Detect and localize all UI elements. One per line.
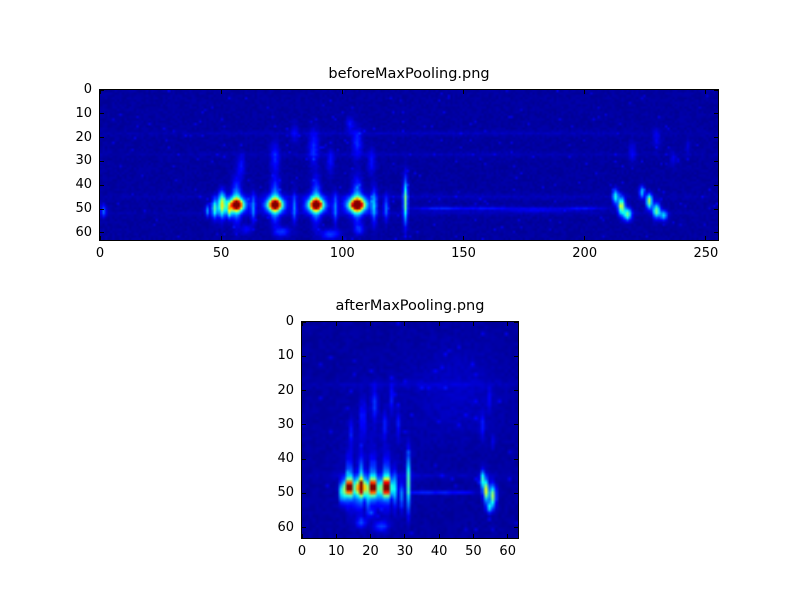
x-tick-label: 250 — [693, 246, 719, 261]
axis-tick-mark — [472, 534, 474, 538]
axis-tick-mark — [100, 160, 104, 162]
axis-tick-mark — [714, 184, 718, 186]
y-tick-label: 10 — [277, 348, 294, 364]
axis-tick-mark — [714, 160, 718, 162]
axis-tick-mark — [335, 534, 337, 538]
axis-tick-mark — [220, 236, 222, 240]
y-tick-label: 60 — [75, 224, 92, 240]
axis-tick-mark — [404, 322, 406, 326]
x-tick-label: 100 — [329, 246, 355, 261]
y-tick-label: 20 — [75, 129, 92, 145]
axis-tick-mark — [472, 322, 474, 326]
axis-tick-mark — [341, 236, 343, 240]
x-tick-label: 20 — [362, 544, 379, 559]
axis-tick-mark — [705, 236, 707, 240]
axis-tick-mark — [714, 137, 718, 139]
axis-tick-mark — [100, 113, 104, 115]
axis-tick-mark — [714, 89, 718, 91]
axis-tick-mark — [584, 90, 586, 94]
x-tick-label: 150 — [451, 246, 476, 261]
y-tick-label: 10 — [75, 105, 92, 121]
axis-tick-mark — [714, 113, 718, 115]
y-tick-label: 20 — [277, 382, 294, 398]
x-tick-label: 0 — [95, 246, 105, 261]
y-tick-label: 0 — [285, 314, 294, 329]
axis-tick-mark — [514, 527, 518, 529]
y-tick-label: 30 — [75, 153, 92, 169]
y-tick-label: 50 — [75, 201, 92, 217]
axis-tick-mark — [335, 322, 337, 326]
y-tick-label: 60 — [277, 519, 294, 535]
axis-tick-mark — [438, 534, 440, 538]
axis-tick-mark — [302, 527, 306, 529]
axis-tick-mark — [302, 390, 306, 392]
axis-tick-mark — [714, 232, 718, 234]
x-tick-label: 30 — [396, 544, 414, 559]
axis-tick-mark — [99, 90, 101, 94]
axis-tick-mark — [514, 355, 518, 357]
axis-tick-mark — [404, 534, 406, 538]
axis-tick-mark — [463, 236, 465, 240]
x-tick-label: 60 — [499, 544, 516, 559]
y-tick-label: 30 — [277, 416, 294, 432]
axis-tick-mark — [705, 90, 707, 94]
axis-tick-mark — [100, 89, 104, 91]
axis-tick-mark — [514, 492, 518, 494]
heatmap-image-after — [301, 321, 519, 539]
axis-tick-mark — [584, 236, 586, 240]
chart-title-before: beforeMaxPooling.png — [328, 66, 490, 82]
x-tick-label: 10 — [328, 544, 345, 559]
axis-tick-mark — [341, 90, 343, 94]
axis-tick-mark — [514, 458, 518, 460]
axis-tick-mark — [438, 322, 440, 326]
axis-tick-mark — [302, 458, 306, 460]
axis-tick-mark — [100, 208, 104, 210]
y-tick-label: 40 — [277, 451, 294, 467]
y-tick-label: 40 — [75, 177, 92, 193]
axis-tick-mark — [370, 322, 372, 326]
x-tick-label: 50 — [212, 246, 230, 261]
axis-tick-mark — [99, 236, 101, 240]
y-tick-label: 0 — [83, 82, 92, 97]
axis-tick-mark — [301, 322, 303, 326]
axis-tick-mark — [302, 492, 306, 494]
axis-tick-mark — [301, 534, 303, 538]
axis-tick-mark — [302, 321, 306, 323]
axis-tick-mark — [100, 137, 104, 139]
x-tick-label: 40 — [430, 544, 448, 559]
axis-tick-mark — [514, 390, 518, 392]
axis-tick-mark — [507, 534, 509, 538]
x-tick-label: 200 — [572, 246, 598, 261]
chart-title-after: afterMaxPooling.png — [335, 298, 485, 314]
axis-tick-mark — [302, 355, 306, 357]
axis-tick-mark — [714, 208, 718, 210]
heatmap-image-before — [99, 89, 719, 241]
axis-tick-mark — [507, 322, 509, 326]
axis-tick-mark — [514, 321, 518, 323]
x-tick-label: 0 — [297, 544, 307, 559]
axis-tick-mark — [100, 232, 104, 234]
axis-tick-mark — [100, 184, 104, 186]
axis-tick-mark — [302, 424, 306, 426]
x-tick-label: 50 — [465, 544, 482, 559]
axis-tick-mark — [370, 534, 372, 538]
axis-tick-mark — [514, 424, 518, 426]
axis-tick-mark — [463, 90, 465, 94]
axis-tick-mark — [220, 90, 222, 94]
y-tick-label: 50 — [277, 485, 294, 501]
